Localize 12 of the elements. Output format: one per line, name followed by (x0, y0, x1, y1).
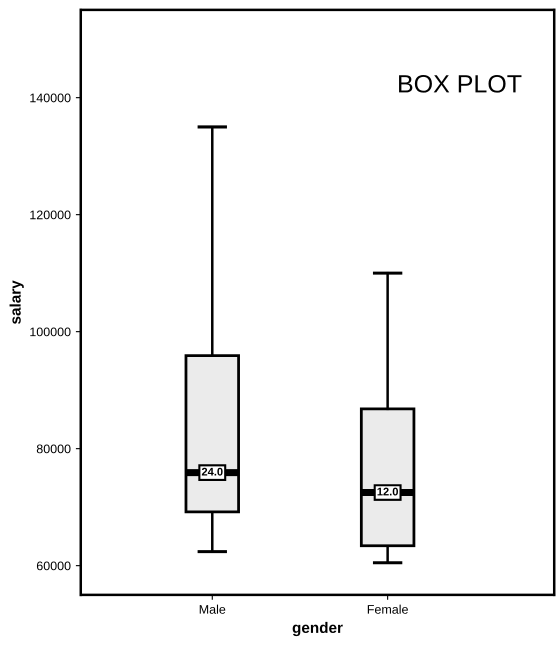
annotation: 24.0 (202, 468, 223, 476)
y-axis-title: salary (10, 280, 24, 324)
x-tick-label: Female (368, 604, 408, 614)
y-tick-label: 60000 (36, 561, 71, 570)
y-tick-label: 80000 (36, 444, 71, 454)
y-tick-label: 100000 (30, 327, 71, 336)
x-axis-title: gender (292, 622, 343, 636)
y-tick-label: 120000 (30, 210, 71, 220)
y-tick-label: 140000 (30, 93, 71, 102)
annotation: 12.0 (378, 488, 398, 496)
x-tick-label: Male (200, 604, 226, 614)
text: BOX PLOT (399, 74, 522, 93)
